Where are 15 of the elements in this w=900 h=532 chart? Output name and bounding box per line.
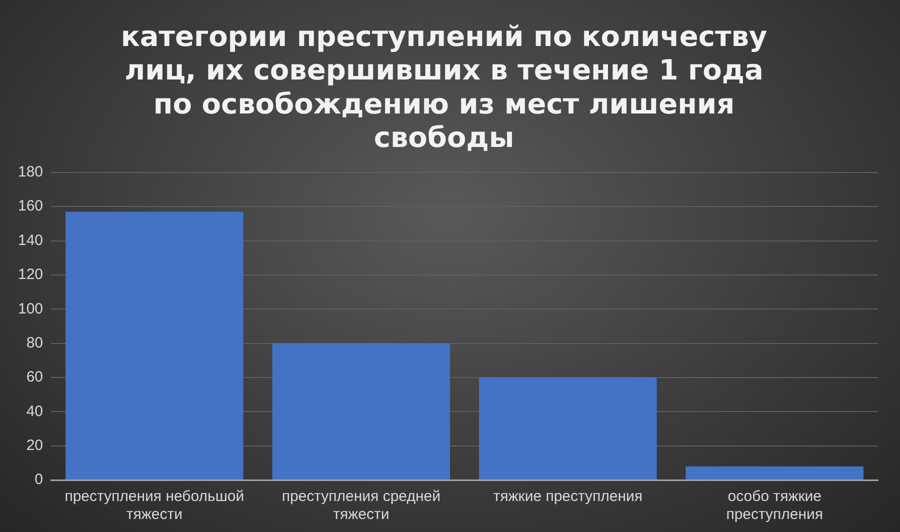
x-tick-label: особо тяжкие преступления (726, 488, 824, 524)
y-tick-label: 100 (18, 300, 44, 318)
y-tick-label: 160 (18, 198, 44, 215)
y-tick-label: 60 (26, 368, 44, 386)
y-tick-label: 180 (18, 164, 44, 181)
x-tick-label: преступления средней тяжести (282, 488, 440, 524)
y-tick-label: 80 (26, 334, 44, 352)
x-tick-label: тяжкие преступления (493, 488, 643, 506)
y-tick-label: 40 (26, 402, 44, 420)
x-tick-label: преступления небольшой тяжести (64, 488, 244, 524)
y-tick-label: 140 (18, 232, 44, 249)
y-tick-label: 0 (34, 471, 44, 488)
y-tick-label: 120 (18, 266, 44, 284)
chart-title: категории преступлений по количеству лиц, их совершивших в течение 1 года по освобождению из мест лишения свободы (120, 20, 768, 154)
y-tick-label: 20 (26, 436, 44, 454)
